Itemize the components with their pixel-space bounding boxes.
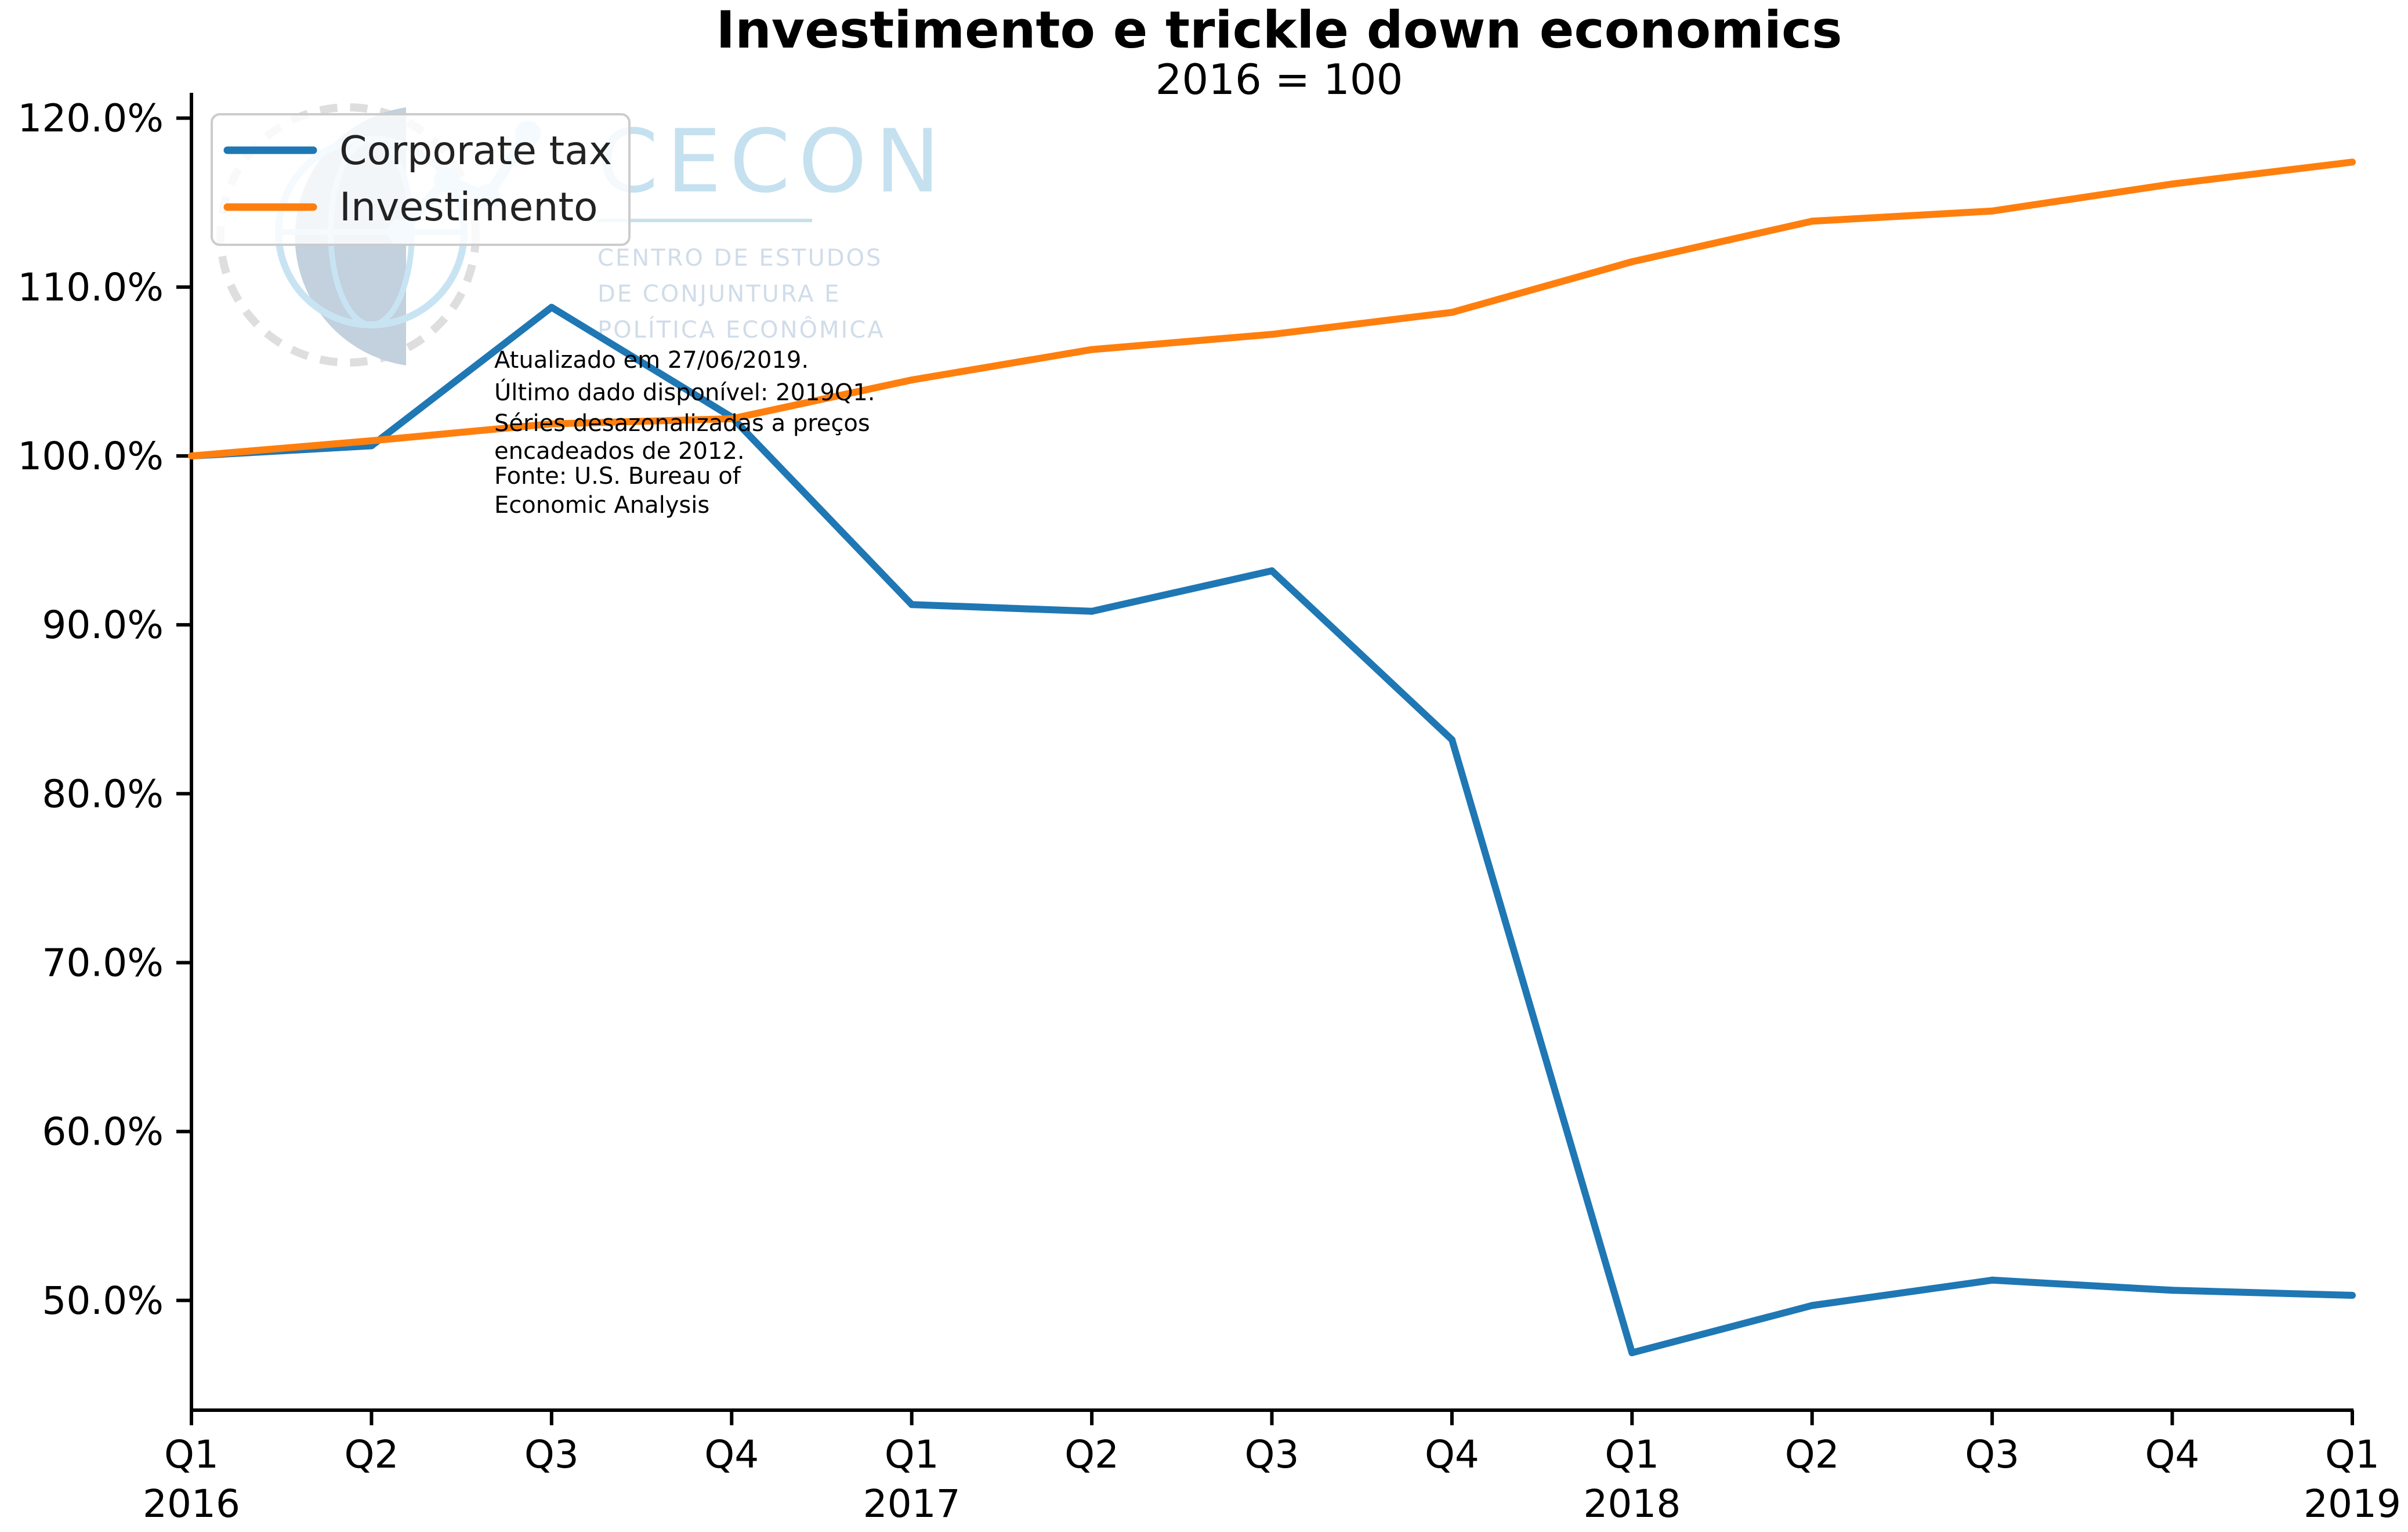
x-tick-label: Q3: [1965, 1432, 2019, 1477]
data-point-corporate-tax: [1628, 1349, 1636, 1357]
x-tick-label: Q1: [1605, 1432, 1659, 1477]
data-point-investimento: [2168, 180, 2176, 188]
legend-label-investimento: Investimento: [339, 184, 598, 230]
data-point-corporate-tax: [1448, 736, 1455, 744]
x-tick-label: Q4: [704, 1432, 759, 1477]
annotation-line-5: Fonte: U.S. Bureau of: [494, 463, 741, 490]
watermark-line-1: CENTRO DE ESTUDOS: [598, 245, 882, 271]
watermark-line-2: DE CONJUNTURA E: [598, 281, 841, 307]
chart-subtitle: 2016 = 100: [1156, 55, 1403, 104]
annotation-line-1: Atualizado em 27/06/2019.: [494, 347, 809, 374]
x-tick-label: Q2: [1785, 1432, 1840, 1477]
watermark-line-3: POLÍTICA ECONÔMICA: [598, 316, 885, 343]
data-point-investimento: [188, 452, 195, 459]
y-tick-label: 120.0%: [17, 96, 164, 141]
watermark-name: CECON: [598, 111, 948, 212]
data-point-corporate-tax: [908, 601, 915, 609]
y-tick-label: 50.0%: [42, 1279, 164, 1323]
data-point-investimento: [728, 415, 736, 422]
data-point-investimento: [548, 420, 555, 428]
x-tick-label: Q4: [1425, 1432, 1479, 1477]
data-point-investimento: [1448, 309, 1455, 316]
y-tick-label: 60.0%: [42, 1110, 164, 1154]
data-point-investimento: [1088, 346, 1096, 353]
annotation-line-6: Economic Analysis: [494, 492, 709, 519]
y-tick-label: 80.0%: [42, 772, 164, 816]
data-point-investimento: [368, 437, 375, 444]
data-point-corporate-tax: [1088, 607, 1096, 615]
data-point-corporate-tax: [1808, 1302, 1816, 1309]
x-tick-year-label: 2019: [2304, 1482, 2401, 1526]
data-point-corporate-tax: [2168, 1287, 2176, 1294]
y-axis-ticks: 50.0% 60.0% 70.0% 80.0% 90.0% 100.0% 110.0% 120…: [17, 96, 191, 1323]
x-tick-label: Q1: [164, 1432, 219, 1477]
data-point-investimento: [1628, 258, 1636, 266]
x-tick-label: Q3: [1245, 1432, 1299, 1477]
legend: Corporate tax Investimento: [211, 113, 631, 246]
legend-box: [211, 113, 631, 246]
x-tick-label: Q1: [2325, 1432, 2380, 1477]
x-tick-label: Q1: [885, 1432, 939, 1477]
y-tick-label: 110.0%: [17, 265, 164, 310]
data-point-investimento: [908, 376, 915, 383]
x-tick-year-label: 2017: [863, 1482, 961, 1526]
data-point-investimento: [2349, 158, 2356, 166]
data-point-investimento: [1989, 207, 1996, 215]
data-point-corporate-tax: [1989, 1276, 1996, 1284]
x-tick-label: Q4: [2145, 1432, 2200, 1477]
y-tick-label: 90.0%: [42, 603, 164, 647]
data-point-corporate-tax: [2349, 1292, 2356, 1299]
x-axis-ticks: Q1 2016 Q2 Q3 Q4 Q1 2017 Q2 Q3 Q4 Q1 2018 Q2 Q3 Q4 Q1 20…: [143, 1410, 2401, 1526]
x-tick-year-label: 2018: [1583, 1482, 1681, 1526]
data-point-investimento: [1808, 218, 1816, 225]
annotation-line-4: encadeados de 2012.: [494, 438, 745, 465]
annotation-line-3: Séries desazonalizadas a preços: [494, 410, 870, 437]
x-tick-label: Q3: [524, 1432, 579, 1477]
data-point-corporate-tax: [1268, 567, 1276, 574]
chart-annotation: Atualizado em 27/06/2019. Último dado di…: [494, 347, 875, 519]
annotation-line-2: Último dado disponível: 2019Q1.: [494, 378, 875, 406]
chart-title: Investimento e trickle down economics: [716, 0, 1842, 60]
x-tick-year-label: 2016: [143, 1482, 240, 1526]
data-point-corporate-tax: [548, 303, 555, 311]
series-layer: [188, 158, 2356, 1357]
x-tick-label: Q2: [1064, 1432, 1119, 1477]
y-tick-label: 100.0%: [17, 434, 164, 479]
data-point-investimento: [1268, 331, 1276, 338]
y-tick-label: 70.0%: [42, 940, 164, 985]
legend-label-corporate-tax: Corporate tax: [339, 128, 612, 174]
x-tick-label: Q2: [344, 1432, 399, 1477]
